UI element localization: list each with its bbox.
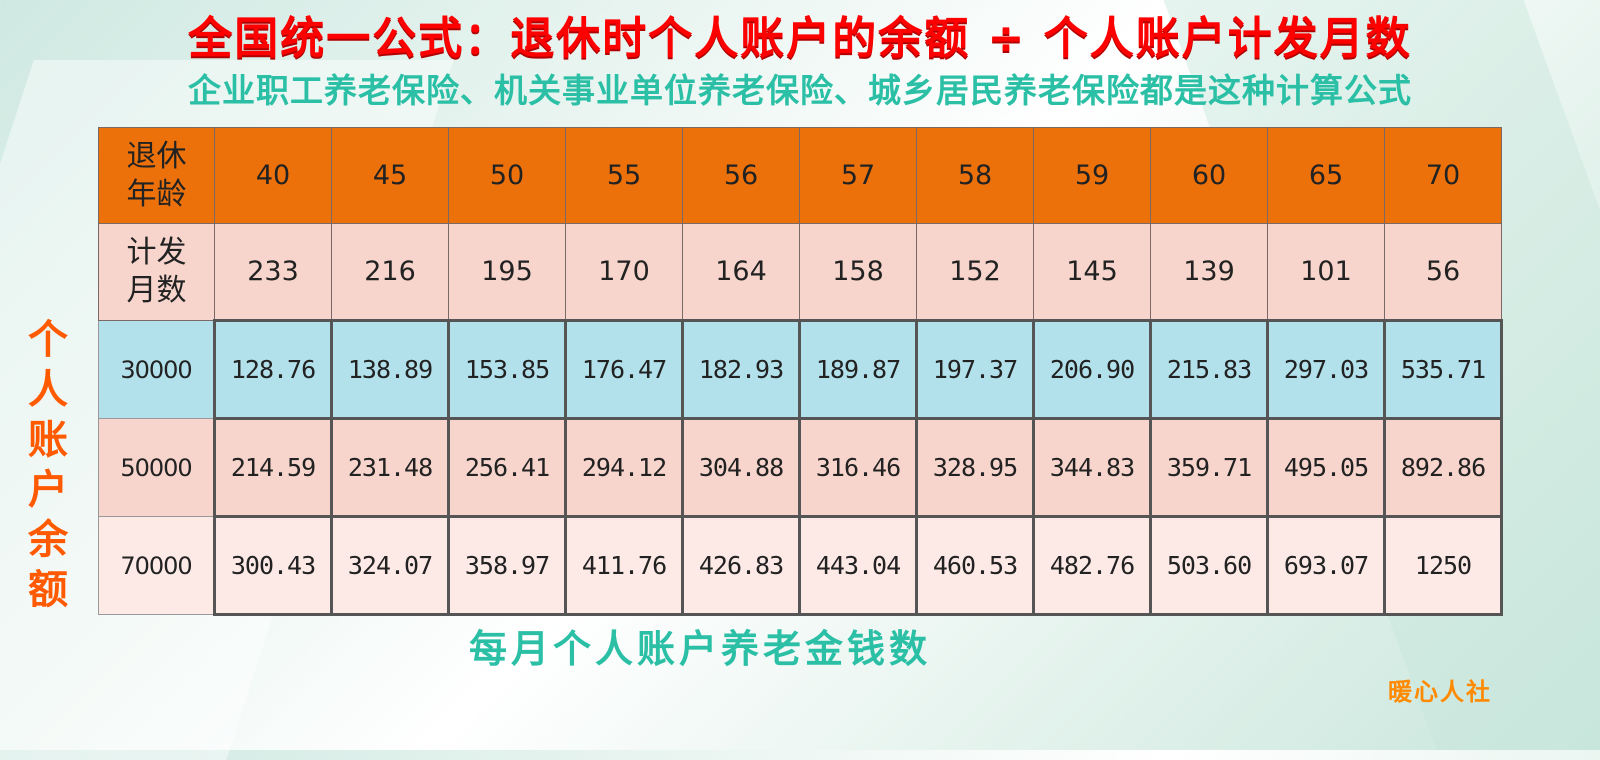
page-subtitle: 企业职工养老保险、机关事业单位养老保险、城乡居民养老保险都是这种计算公式 [188, 71, 1412, 110]
value-cell: 138.89 [330, 319, 450, 420]
age-cell: 70 [1384, 127, 1502, 224]
months-cell: 101 [1267, 223, 1385, 321]
value-cell: 128.76 [213, 319, 333, 420]
value-cell: 197.37 [915, 319, 1035, 420]
table-row: 50000 214.59 231.48 256.41 294.12 304.88 316.4… [98, 417, 1503, 518]
pension-table: 退休 年龄 40 45 50 55 56 57 58 59 60 65 70 计发 月数 233 216 19… [98, 127, 1503, 616]
value-cell: 214.59 [213, 417, 333, 518]
months-cell: 145 [1033, 223, 1151, 321]
table-row: 30000 128.76 138.89 153.85 176.47 182.93 189.8… [98, 319, 1503, 420]
balance-cell: 30000 [98, 320, 215, 419]
value-cell: 176.47 [564, 319, 684, 420]
watermark-logo: 暖心人社 [1388, 678, 1492, 706]
months-cell: 233 [214, 223, 332, 321]
value-cell: 503.60 [1149, 515, 1269, 616]
value-cell: 359.71 [1149, 417, 1269, 518]
value-cell: 344.83 [1032, 417, 1152, 518]
age-cell: 40 [214, 127, 332, 224]
age-label: 退休 年龄 [98, 127, 215, 224]
value-cell: 482.76 [1032, 515, 1152, 616]
value-cell: 495.05 [1266, 417, 1386, 518]
page-title: 全国统一公式：退休时个人账户的余额 ÷ 个人账户计发月数 [188, 13, 1412, 64]
months-cell: 195 [448, 223, 566, 321]
value-cell: 300.43 [213, 515, 333, 616]
months-cell: 152 [916, 223, 1034, 321]
age-cell: 59 [1033, 127, 1151, 224]
value-cell: 182.93 [681, 319, 801, 420]
side-label: 个人账户余额 [28, 317, 68, 613]
value-cell: 294.12 [564, 417, 684, 518]
age-row: 退休 年龄 40 45 50 55 56 57 58 59 60 65 70 [98, 127, 1502, 224]
months-cell: 164 [682, 223, 800, 321]
months-cell: 216 [331, 223, 449, 321]
age-cell: 45 [331, 127, 449, 224]
value-cell: 443.04 [798, 515, 918, 616]
value-cell: 693.07 [1266, 515, 1386, 616]
age-cell: 50 [448, 127, 566, 224]
age-cell: 57 [799, 127, 917, 224]
bottom-label-text: 每月个人账户养老金钱数 [468, 627, 931, 671]
age-cell: 55 [565, 127, 683, 224]
age-cell: 65 [1267, 127, 1385, 224]
balance-cell: 70000 [98, 516, 215, 615]
age-cell: 60 [1150, 127, 1268, 224]
value-cell: 426.83 [681, 515, 801, 616]
value-cell: 328.95 [915, 417, 1035, 518]
value-cell: 153.85 [447, 319, 567, 420]
value-cell: 189.87 [798, 319, 918, 420]
value-cell: 256.41 [447, 417, 567, 518]
value-cell: 324.07 [330, 515, 450, 616]
value-cell: 892.86 [1383, 417, 1503, 518]
value-cell: 1250 [1383, 515, 1503, 616]
months-cell: 170 [565, 223, 683, 321]
age-cell: 56 [682, 127, 800, 224]
months-row: 计发 月数 233 216 195 170 164 158 152 145 139 101 56 [98, 223, 1502, 321]
age-cell: 58 [916, 127, 1034, 224]
table-row: 70000 300.43 324.07 358.97 411.76 426.83 443.0… [98, 515, 1503, 616]
value-cell: 535.71 [1383, 319, 1503, 420]
value-cell: 316.46 [798, 417, 918, 518]
value-cell: 206.90 [1032, 319, 1152, 420]
months-label: 计发 月数 [98, 223, 215, 321]
bottom-label: 每月个人账户养老金钱数 [0, 618, 1600, 673]
balance-cell: 50000 [98, 418, 215, 517]
value-cell: 411.76 [564, 515, 684, 616]
value-cell: 231.48 [330, 417, 450, 518]
value-cell: 460.53 [915, 515, 1035, 616]
value-cell: 358.97 [447, 515, 567, 616]
value-cell: 215.83 [1149, 319, 1269, 420]
value-cell: 304.88 [681, 417, 801, 518]
value-cell: 297.03 [1266, 319, 1386, 420]
months-cell: 139 [1150, 223, 1268, 321]
months-cell: 56 [1384, 223, 1502, 321]
months-cell: 158 [799, 223, 917, 321]
